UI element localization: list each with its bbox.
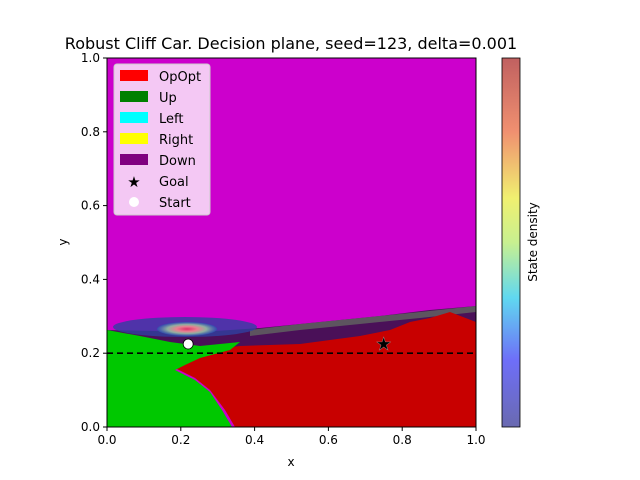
- y-axis-ticks: 0.0 0.2 0.4 0.6 0.8 1.0: [81, 51, 107, 434]
- legend-swatch-start: [129, 197, 139, 207]
- legend-swatch-goal: ★: [127, 173, 140, 191]
- x-axis-label: x: [287, 455, 294, 469]
- x-tick-label: 0.8: [393, 433, 412, 447]
- legend-label-down: Down: [159, 154, 196, 169]
- start-marker: [182, 338, 194, 350]
- legend-swatch-opopt: [120, 70, 148, 81]
- axes-frame: [106, 57, 477, 428]
- colorbar-label: State density: [526, 202, 540, 282]
- legend-swatch-right: [120, 133, 148, 144]
- region-band-edge: [250, 306, 476, 336]
- legend-label-right: Right: [159, 133, 193, 148]
- y-tick-label: 0.6: [81, 199, 100, 213]
- goal-marker: ★: [376, 334, 392, 355]
- y-tick-label: 0.0: [81, 420, 100, 434]
- legend: OpOpt Up Left Right Down ★ Goal Start: [113, 63, 211, 216]
- colorbar: [501, 57, 521, 428]
- x-axis-ticks: 0.0 0.2 0.4 0.6 0.8 1.0: [97, 427, 486, 447]
- legend-label-up: Up: [159, 91, 177, 106]
- legend-label-start: Start: [159, 196, 191, 211]
- region-opopt: [175, 312, 476, 427]
- chart-title: Robust Cliff Car. Decision plane, seed=1…: [65, 34, 517, 53]
- y-tick-label: 0.8: [81, 125, 100, 139]
- legend-swatch-left: [120, 112, 148, 123]
- y-tick-label: 0.2: [81, 346, 100, 360]
- x-tick-label: 0.0: [97, 433, 116, 447]
- density-peak: [157, 322, 217, 336]
- x-tick-label: 0.4: [245, 433, 264, 447]
- x-tick-label: 1.0: [466, 433, 485, 447]
- x-tick-label: 0.2: [171, 433, 190, 447]
- y-tick-label: 1.0: [81, 51, 100, 65]
- legend-swatch-down: [120, 154, 148, 165]
- legend-label-opopt: OpOpt: [159, 70, 201, 85]
- x-tick-label: 0.6: [319, 433, 338, 447]
- legend-label-left: Left: [159, 112, 183, 127]
- y-tick-label: 0.4: [81, 272, 100, 286]
- legend-label-goal: Goal: [159, 175, 189, 190]
- legend-swatch-up: [120, 91, 148, 102]
- plot-area: [107, 58, 476, 427]
- y-axis-label: y: [56, 238, 70, 245]
- region-up: [107, 330, 240, 427]
